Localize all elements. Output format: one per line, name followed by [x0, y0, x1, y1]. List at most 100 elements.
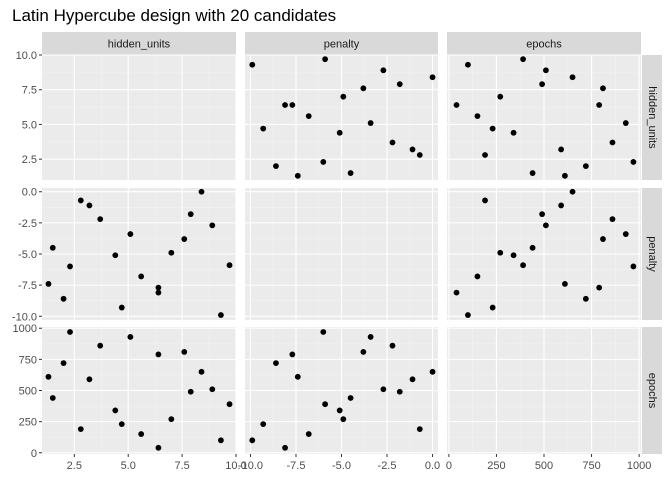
data-point-17 [380, 386, 387, 393]
panel-penalty-vs-penalty [245, 188, 438, 320]
data-point-1 [529, 244, 536, 251]
data-point-5 [558, 202, 565, 209]
data-point-15 [187, 388, 194, 395]
data-point-10 [305, 113, 312, 120]
x-tick-label: 10.0 [225, 460, 246, 472]
data-point-4 [416, 152, 423, 158]
panels [42, 54, 641, 454]
y-tick-label: -10.0 [12, 311, 37, 323]
data-point-16 [569, 74, 576, 81]
data-point-15 [539, 211, 545, 218]
data-point-16 [198, 188, 205, 195]
data-point-12 [155, 289, 162, 296]
panel-penalty-vs-epochs [447, 188, 641, 320]
data-point-12 [453, 102, 460, 108]
data-point-3 [320, 159, 327, 165]
data-point-2 [273, 360, 279, 367]
data-point-2 [273, 163, 279, 170]
panel-hidden_units-vs-penalty [245, 54, 438, 180]
data-point-10 [474, 113, 481, 120]
strip-label-penalty: penalty [324, 39, 360, 51]
data-point-2 [582, 163, 589, 170]
panel-penalty-vs-hidden_units [42, 188, 237, 320]
y-tick-label: 5.0 [22, 119, 37, 131]
data-point-19 [322, 56, 329, 63]
data-point-9 [367, 334, 374, 340]
data-point-8 [260, 421, 267, 428]
data-point-10 [474, 273, 481, 280]
data-point-19 [520, 56, 526, 63]
y-tick-label: 250 [19, 417, 37, 429]
data-point-14 [181, 236, 188, 242]
data-point-8 [489, 125, 496, 132]
data-point-7 [510, 252, 517, 259]
x-tick-label: 750 [582, 460, 600, 472]
data-point-11 [155, 351, 162, 358]
strip-label-hidden_units: hidden_units [108, 39, 171, 51]
data-point-15 [539, 81, 545, 88]
x-tick-label: 7.5 [174, 460, 189, 472]
x-tick-label: 250 [487, 460, 505, 472]
data-point-1 [347, 395, 354, 401]
data-point-13 [340, 93, 347, 100]
data-point-13 [340, 416, 347, 423]
y-tick-label: 1000 [13, 323, 37, 335]
x-tick-label: 5.0 [121, 460, 136, 472]
data-point-11 [596, 102, 603, 108]
data-point-0 [562, 280, 568, 287]
row-strip-hidden_units-bg [642, 55, 662, 180]
data-point-12 [282, 444, 288, 451]
x-tick-label: 500 [535, 460, 553, 472]
data-point-5 [409, 146, 416, 153]
data-point-7 [510, 129, 517, 136]
data-point-6 [389, 139, 396, 146]
panel-epochs-vs-penalty [245, 327, 438, 454]
strip-epochs-bg [447, 32, 641, 55]
data-point-15 [396, 81, 403, 88]
data-point-3 [630, 159, 637, 165]
data-point-2 [582, 295, 589, 302]
data-point-12 [155, 444, 162, 451]
data-point-15 [187, 211, 194, 218]
data-point-7 [112, 252, 119, 259]
data-point-18 [465, 312, 471, 318]
row-strip-label-hidden_units: hidden_units [646, 86, 658, 149]
y-tick-label: 10.0 [16, 50, 37, 62]
row-strip-epochs-bg [642, 327, 662, 454]
data-point-18 [465, 61, 471, 68]
y-axes: 2.5 5.0 7.5 10.0 -10.0 -7.5 -5.0 -2.5 0.0 0 250 500… [12, 50, 42, 460]
data-point-16 [198, 368, 205, 375]
data-point-18 [218, 312, 224, 318]
x-tick-label: 1000 [627, 460, 651, 472]
data-point-18 [218, 437, 224, 444]
y-tick-label: 2.5 [22, 154, 37, 166]
x-tick-label: 2.5 [67, 460, 82, 472]
data-point-7 [336, 407, 343, 414]
data-point-9 [127, 231, 134, 237]
data-point-18 [249, 61, 256, 68]
data-point-19 [226, 262, 233, 269]
data-point-8 [489, 304, 496, 311]
data-point-11 [596, 284, 603, 291]
panel-epochs-vs-epochs [447, 327, 641, 454]
data-point-4 [77, 426, 84, 432]
data-point-12 [453, 289, 460, 296]
data-point-4 [77, 197, 84, 204]
data-point-9 [127, 334, 134, 340]
data-point-1 [49, 395, 56, 401]
data-point-14 [600, 236, 606, 242]
data-point-19 [226, 401, 233, 408]
data-point-16 [429, 74, 436, 81]
y-tick-label: -2.5 [18, 218, 37, 230]
panel-hidden_units-vs-epochs [447, 54, 641, 180]
data-point-17 [543, 67, 549, 74]
data-point-2 [60, 295, 67, 302]
y-tick-label: -5.0 [18, 249, 37, 261]
data-point-7 [112, 407, 119, 414]
strip-label-epochs: epochs [526, 39, 562, 51]
x-tick-label: -7.5 [286, 460, 305, 472]
data-point-17 [209, 386, 216, 393]
data-point-3 [320, 329, 327, 335]
data-point-17 [209, 222, 216, 229]
